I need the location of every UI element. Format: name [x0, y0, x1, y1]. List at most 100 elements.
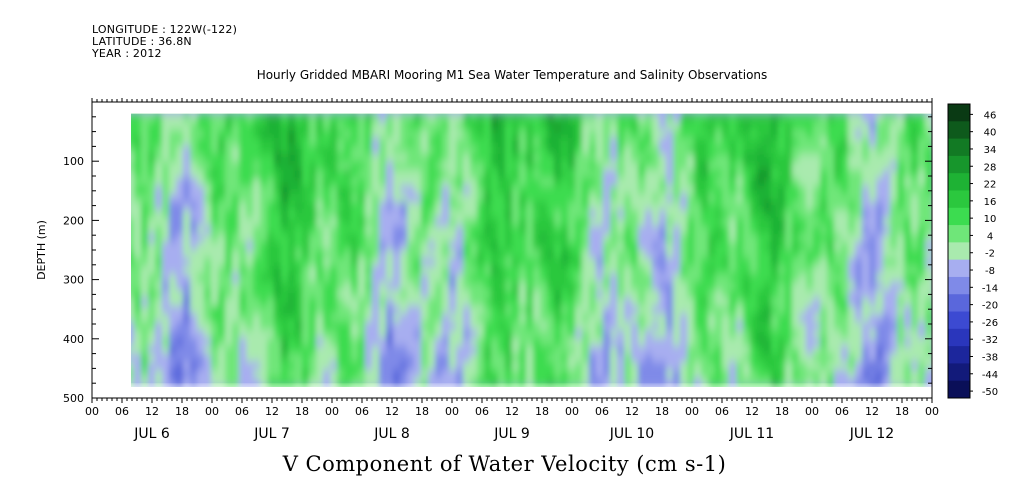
field-cell: [141, 281, 149, 291]
field-cell: [491, 353, 499, 363]
field-cell: [211, 273, 219, 283]
field-cell: [162, 169, 170, 179]
field-cell: [911, 361, 919, 371]
field-cell: [470, 161, 478, 171]
x-hour-label: 06: [835, 405, 849, 418]
field-cell: [386, 145, 394, 155]
field-cell: [757, 361, 765, 371]
field-cell: [582, 289, 590, 299]
field-cell: [589, 177, 597, 187]
field-cell: [855, 305, 863, 315]
field-cell: [407, 185, 415, 195]
field-cell: [358, 377, 366, 387]
field-cell: [652, 353, 660, 363]
field-cell: [260, 233, 268, 243]
field-cell: [596, 241, 604, 251]
field-cell: [610, 313, 618, 323]
field-cell: [176, 169, 184, 179]
field-cell: [393, 329, 401, 339]
field-cell: [925, 193, 932, 203]
field-cell: [589, 377, 597, 387]
field-cell: [197, 297, 205, 307]
field-cell: [680, 281, 688, 291]
field-cell: [869, 209, 877, 219]
field-cell: [547, 185, 555, 195]
field-cell: [519, 289, 527, 299]
field-cell: [344, 161, 352, 171]
field-cell: [820, 313, 828, 323]
field-cell: [792, 177, 800, 187]
field-cell: [918, 161, 926, 171]
field-cell: [379, 233, 387, 243]
field-cell: [274, 369, 282, 379]
field-cell: [701, 337, 709, 347]
field-cell: [659, 153, 667, 163]
field-cell: [456, 289, 464, 299]
field-cell: [386, 225, 394, 235]
field-cell: [876, 249, 884, 259]
field-cell: [134, 145, 142, 155]
field-cell: [855, 297, 863, 307]
field-cell: [309, 361, 317, 371]
field-cell: [855, 361, 863, 371]
field-cell: [610, 249, 618, 259]
field-cell: [827, 273, 835, 283]
field-cell: [407, 281, 415, 291]
field-cell: [701, 369, 709, 379]
field-cell: [834, 161, 842, 171]
field-cell: [442, 129, 450, 139]
field-cell: [260, 265, 268, 275]
field-cell: [449, 129, 457, 139]
field-cell: [393, 209, 401, 219]
field-cell: [148, 233, 156, 243]
field-cell: [393, 281, 401, 291]
field-cell: [701, 177, 709, 187]
field-cell: [813, 321, 821, 331]
field-cell: [638, 121, 646, 131]
field-cell: [393, 361, 401, 371]
field-cell: [743, 161, 751, 171]
field-cell: [309, 145, 317, 155]
field-cell: [323, 281, 331, 291]
field-cell: [365, 345, 373, 355]
field-cell: [631, 233, 639, 243]
field-cell: [890, 281, 898, 291]
field-cell: [253, 241, 261, 251]
field-cell: [855, 369, 863, 379]
field-cell: [512, 177, 520, 187]
field-cell: [131, 209, 135, 219]
field-cell: [253, 249, 261, 259]
field-cell: [176, 329, 184, 339]
field-cell: [561, 137, 569, 147]
field-cell: [239, 185, 247, 195]
field-cell: [890, 329, 898, 339]
field-cell: [897, 321, 905, 331]
field-cell: [239, 225, 247, 235]
field-cell: [876, 233, 884, 243]
field-cell: [211, 329, 219, 339]
field-cell: [358, 289, 366, 299]
field-cell: [267, 241, 275, 251]
field-cell: [337, 225, 345, 235]
field-cell: [540, 361, 548, 371]
field-cell: [834, 169, 842, 179]
field-cell: [645, 153, 653, 163]
field-cell: [274, 313, 282, 323]
field-cell: [701, 209, 709, 219]
field-cell: [897, 137, 905, 147]
field-cell: [575, 137, 583, 147]
field-cell: [400, 121, 408, 131]
field-cell: [568, 225, 576, 235]
field-cell: [239, 145, 247, 155]
field-cell: [148, 353, 156, 363]
field-cell: [897, 193, 905, 203]
field-cell: [519, 369, 527, 379]
field-cell: [330, 281, 338, 291]
field-cell: [239, 305, 247, 315]
field-cell: [925, 161, 932, 171]
field-cell: [911, 329, 919, 339]
field-cell: [638, 113, 646, 123]
field-cell: [575, 281, 583, 291]
field-cell: [435, 297, 443, 307]
field-cell: [806, 121, 814, 131]
